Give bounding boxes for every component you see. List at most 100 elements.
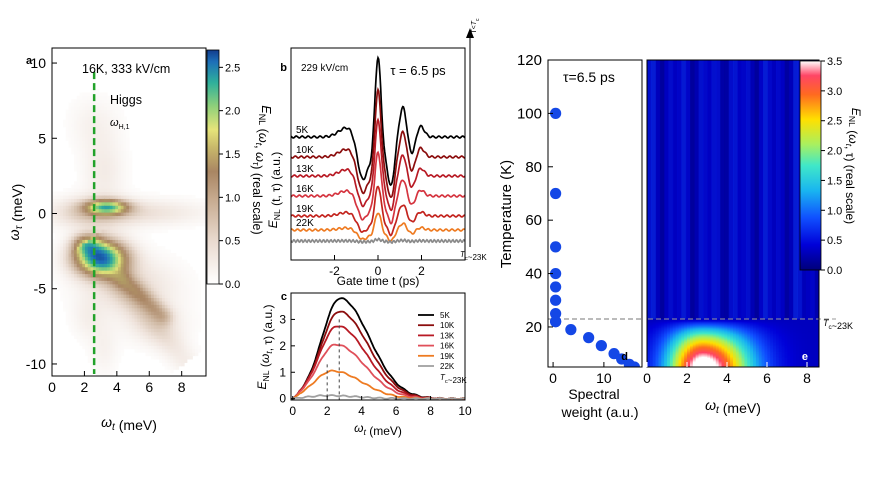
heatmap-a-cell	[178, 304, 182, 309]
heatmap-e-cell	[698, 358, 703, 361]
heatmap-e-cell	[661, 341, 665, 344]
heatmap-e-cell	[767, 364, 771, 367]
heatmap-a-cell	[63, 222, 67, 227]
heatmap-a-cell	[137, 280, 141, 285]
heatmap-a-cell	[162, 253, 166, 258]
heatmap-a-cell	[156, 314, 160, 319]
heatmap-a-cell	[107, 300, 111, 305]
heatmap-a-cell	[167, 270, 171, 275]
heatmap-a-cell	[151, 300, 155, 305]
heatmap-a-cell	[131, 225, 136, 230]
heatmap-a-cell	[186, 290, 191, 295]
heatmap-a-cell	[71, 123, 75, 128]
heatmap-a-cell	[104, 287, 108, 292]
heatmap-a-cell	[76, 167, 81, 172]
heatmap-a-cell	[115, 294, 119, 299]
heatmap-a-cell	[192, 290, 196, 295]
heatmap-a-cell	[137, 205, 141, 210]
heatmap-a-cell	[109, 263, 114, 268]
heatmap-e-cell	[655, 328, 660, 331]
heatmap-a-cell	[170, 259, 174, 264]
heatmap-e-cell	[687, 342, 691, 345]
heatmap-a-cell	[162, 270, 166, 275]
heatmap-a-cell	[107, 331, 111, 336]
heatmap-e-cell	[678, 362, 682, 364]
heatmap-e-cell	[675, 333, 680, 336]
heatmap-e-cell	[678, 363, 682, 366]
heatmap-a-cell	[98, 270, 103, 275]
heatmap-a-cell	[195, 348, 199, 353]
heatmap-a-cell	[126, 222, 130, 227]
heatmap-a-cell	[63, 263, 67, 268]
heatmap-e-cell	[687, 330, 691, 333]
heatmap-a-cell	[192, 198, 196, 203]
heatmap-e-cell	[707, 364, 711, 367]
heatmap-a-cell	[52, 242, 56, 247]
heatmap-a-cell	[87, 338, 92, 343]
heatmap-e-cell	[741, 364, 746, 367]
heatmap-e-cell	[764, 351, 768, 354]
heatmap-e-stripe	[737, 60, 743, 319]
heatmap-a-cell	[178, 225, 182, 230]
heatmap-a-cell	[96, 331, 100, 336]
heatmap-a-cell	[96, 181, 100, 186]
heatmap-a-cell	[170, 355, 174, 360]
heatmap-a-cell	[101, 153, 105, 158]
heatmap-e-cell	[761, 318, 766, 321]
heatmap-a-cell	[54, 263, 59, 268]
heatmap-e-cell	[672, 323, 677, 326]
heatmap-e-cell	[744, 338, 748, 340]
heatmap-a-cell	[85, 239, 89, 244]
heatmap-a-cell	[101, 280, 105, 285]
heatmap-a-cell	[74, 99, 78, 104]
heatmap-a-cell	[93, 365, 97, 370]
heatmap-a-cell	[82, 167, 86, 172]
heatmap-e-cell	[664, 352, 668, 355]
heatmap-a-cell	[142, 304, 147, 309]
heatmap-a-cell	[178, 355, 182, 360]
heatmap-a-cell	[140, 321, 144, 326]
heatmap-e-cell	[655, 347, 660, 350]
heatmap-a-cell	[104, 218, 108, 223]
heatmap-a-cell	[65, 215, 70, 220]
heatmap-e-cell	[764, 318, 768, 321]
heatmap-e-cell	[747, 321, 751, 324]
heatmap-a-cell	[153, 242, 158, 247]
heatmap-a-cell	[118, 311, 122, 316]
heatmap-a-cell	[189, 215, 193, 220]
heatmap-e-cell	[701, 348, 705, 351]
heatmap-a-cell	[74, 222, 78, 227]
heatmap-a-cell	[123, 160, 127, 165]
heatmap-a-cell	[140, 294, 144, 299]
heatmap-a-cell	[52, 222, 56, 227]
heatmap-e-cell	[678, 344, 682, 346]
heatmap-a-cell	[96, 249, 100, 254]
heatmap-a-cell	[189, 266, 193, 271]
heatmap-a-cell	[175, 294, 180, 299]
heatmap-a-cell	[87, 218, 92, 223]
heatmap-a-cell	[129, 246, 133, 251]
heatmap-a-cell	[68, 270, 72, 275]
heatmap-e-cell	[675, 351, 680, 354]
heatmap-e-cell	[724, 323, 728, 326]
heatmap-e-cell	[687, 320, 691, 322]
heatmap-e-cell	[758, 318, 763, 321]
heatmap-a-cell	[98, 174, 103, 179]
trace-19K	[291, 185, 465, 237]
heatmap-a-cell	[131, 321, 136, 326]
heatmap-a-cell	[60, 256, 64, 261]
heatmap-a-cell	[52, 229, 56, 234]
heatmap-a-cell	[74, 270, 78, 275]
heatmap-a-cell	[79, 259, 83, 264]
heatmap-a-cell	[65, 256, 70, 261]
heatmap-a-cell	[52, 270, 56, 275]
x-tick-label-a: 8	[178, 379, 186, 395]
heatmap-e-cell	[744, 320, 748, 322]
heatmap-a-cell	[68, 317, 72, 322]
heatmap-a-cell	[65, 266, 70, 271]
heatmap-a-cell	[112, 160, 116, 165]
heatmap-e-cell	[727, 345, 731, 348]
heatmap-e-cell	[761, 363, 766, 366]
heatmap-e-cell	[647, 321, 651, 324]
heatmap-a-cell	[79, 324, 83, 329]
